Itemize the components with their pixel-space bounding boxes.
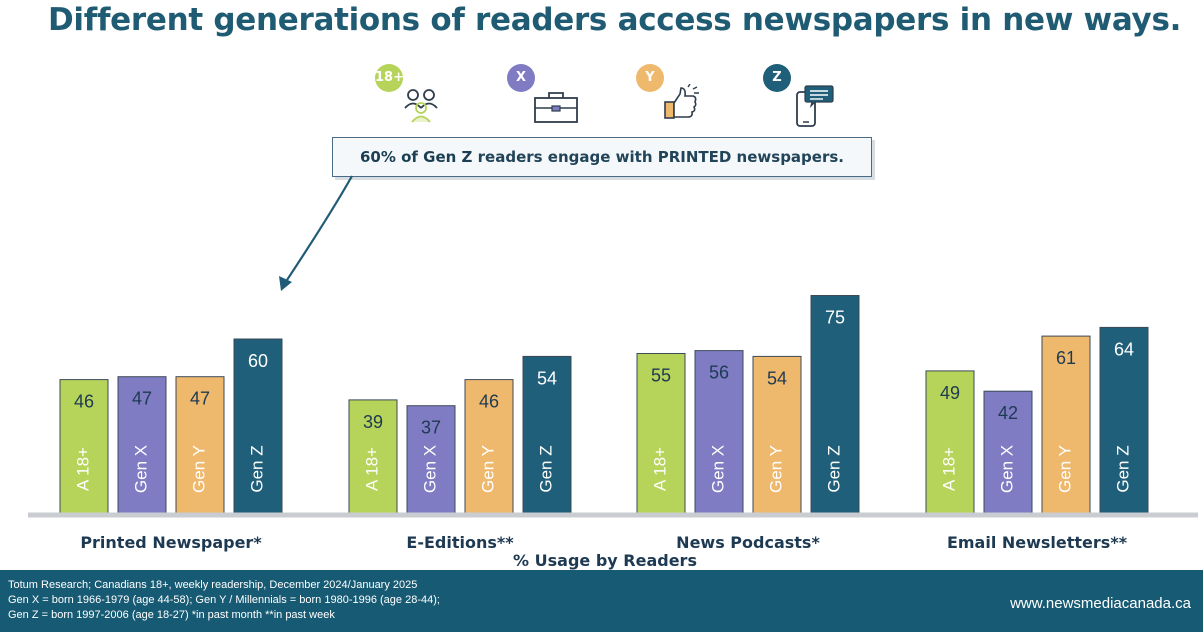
- bar-gen-y-printed-newspaper: [175, 376, 225, 514]
- footer-note-line: Gen Z = born 1997-2006 (age 18-27) *in p…: [8, 609, 335, 621]
- callout-arrow: [284, 175, 353, 284]
- footer: Totum Research; Canadians 18+, weekly re…: [0, 570, 1203, 632]
- legend-badge-gen-y: Y: [636, 64, 664, 92]
- callout-highlight: 60% of Gen Z: [359, 148, 473, 166]
- bar-series-label: Gen Y: [766, 445, 785, 493]
- callout-text: readers engage with PRINTED newspapers.: [472, 148, 844, 166]
- bar-value-label: 39: [363, 412, 383, 432]
- bar-a-18-printed-newspaper: [59, 379, 109, 514]
- bar-series-label: Gen Y: [1055, 445, 1074, 493]
- bar-value-label: 75: [825, 308, 845, 328]
- bar-series-label: A 18+: [939, 447, 958, 491]
- category-label-email-newsletters: Email Newsletters**: [947, 533, 1128, 552]
- bar-series-label: Gen X: [708, 445, 727, 493]
- footer-notes: Totum Research; Canadians 18+, weekly re…: [8, 578, 440, 623]
- bar-value-label: 37: [421, 418, 441, 438]
- bar-gen-z-printed-newspaper: [233, 338, 283, 514]
- bar-gen-z-email-newsletters: [1099, 326, 1149, 514]
- bar-value-label: 60: [248, 351, 268, 371]
- bar-gen-x-e-editions: [406, 405, 456, 514]
- x-axis-label: % Usage by Readers: [513, 551, 697, 570]
- bar-series-label: Gen Z: [824, 445, 843, 492]
- bar-gen-y-news-podcasts: [752, 355, 802, 514]
- bar-value-label: 42: [998, 403, 1018, 423]
- callout-arrowhead: [279, 276, 292, 291]
- bar-series-label: A 18+: [362, 447, 381, 491]
- bar-gen-x-printed-newspaper: [117, 376, 167, 514]
- category-label-printed-newspaper: Printed Newspaper*: [80, 533, 262, 552]
- legend-badge-gen-x: X: [507, 64, 535, 92]
- bar-a-18-email-newsletters: [925, 370, 975, 514]
- bar-series-label: Gen X: [997, 445, 1016, 493]
- bar-gen-x-news-podcasts: [694, 350, 744, 514]
- footer-url-link[interactable]: www.newsmediacanada.ca: [1010, 595, 1191, 612]
- bar-value-label: 46: [479, 392, 499, 412]
- bar-series-label: Gen Y: [478, 445, 497, 493]
- legend-badge-18-plus: 18+: [375, 64, 404, 92]
- legend-badge-gen-z: Z: [763, 64, 791, 92]
- category-label-e-editions: E-Editions**: [406, 533, 514, 552]
- bar-value-label: 54: [767, 368, 787, 388]
- bar-value-label: 54: [537, 368, 557, 388]
- bar-value-label: 61: [1056, 348, 1076, 368]
- bar-value-label: 55: [651, 366, 671, 386]
- bar-value-label: 64: [1114, 339, 1134, 359]
- bar-value-label: 49: [940, 383, 960, 403]
- people-icon: [404, 89, 438, 123]
- bar-series-label: A 18+: [650, 447, 669, 491]
- chart-title: Different generations of readers access …: [48, 2, 1182, 38]
- bar-value-label: 47: [190, 389, 210, 409]
- bar-value-label: 56: [709, 363, 729, 383]
- bar-gen-z-e-editions: [522, 355, 572, 514]
- thumbs-up-icon: [664, 84, 699, 119]
- bar-series-label: Gen Z: [247, 445, 266, 492]
- callout-box: 60% of Gen Z readers engage with PRINTED…: [332, 137, 872, 177]
- bar-series-label: Gen Z: [1113, 445, 1132, 492]
- bar-gen-z-news-podcasts: [810, 295, 860, 514]
- bar-a-18-e-editions: [348, 399, 398, 514]
- bar-a-18-news-podcasts: [636, 353, 686, 514]
- bar-series-label: Gen X: [420, 445, 439, 493]
- bar-series-label: Gen Z: [536, 445, 555, 492]
- footer-note-line: Gen X = born 1966-1979 (age 44-58); Gen …: [8, 594, 440, 606]
- bar-series-label: Gen X: [131, 445, 150, 493]
- bar-value-label: 47: [132, 389, 152, 409]
- category-label-news-podcasts: News Podcasts*: [676, 533, 820, 552]
- footer-note-line: Totum Research; Canadians 18+, weekly re…: [8, 579, 418, 591]
- bar-value-label: 46: [74, 392, 94, 412]
- phone-chat-icon: [796, 85, 834, 127]
- bar-gen-y-e-editions: [464, 379, 514, 514]
- briefcase-icon: [534, 92, 578, 123]
- bar-series-label: A 18+: [73, 447, 92, 491]
- bar-chart: 46 A 18+ 47 Gen X 47 Gen Y 60 Gen Z 39 A 18+ 37 Gen…: [28, 175, 1198, 570]
- bar-series-label: Gen Y: [189, 445, 208, 493]
